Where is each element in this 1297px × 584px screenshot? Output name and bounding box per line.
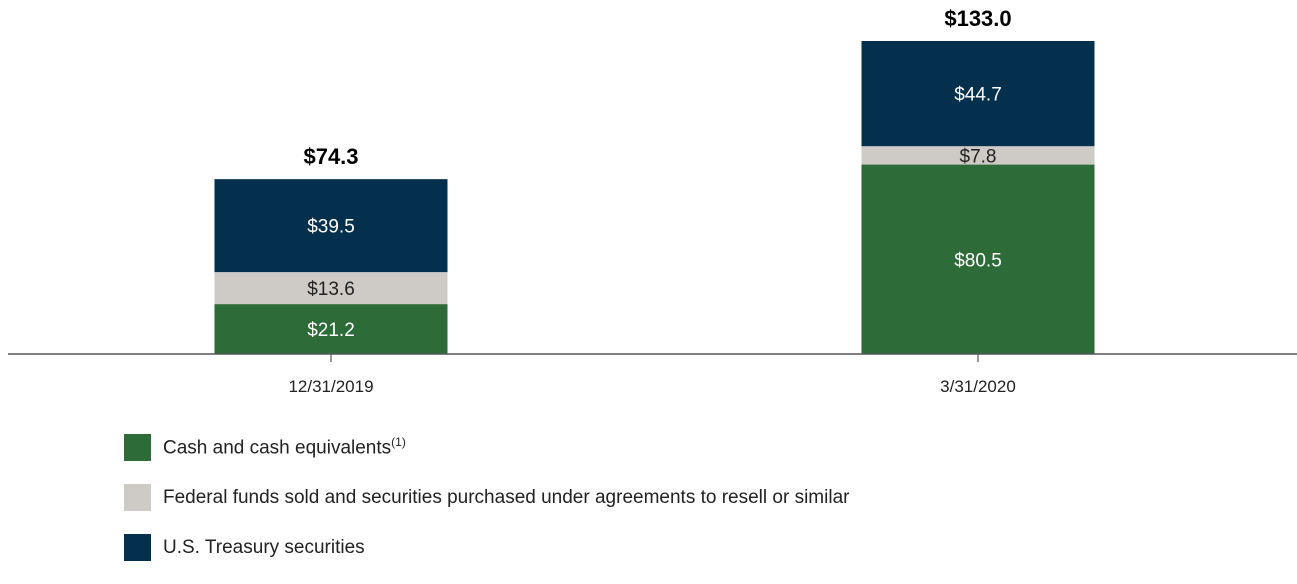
- legend-item-cash: Cash and cash equivalents(1): [124, 434, 849, 461]
- legend-item-fed-funds: Federal funds sold and securities purcha…: [124, 484, 849, 511]
- total-label-2: $133.0: [944, 6, 1011, 31]
- legend-label-fed-funds: Federal funds sold and securities purcha…: [163, 486, 850, 508]
- data-label-fed-funds-1: $13.6: [307, 279, 355, 300]
- legend-label-treasury: U.S. Treasury securities: [163, 536, 365, 558]
- bar-segment-cash-2: [861, 164, 1095, 354]
- x-tick-label-2: 3/31/2020: [940, 377, 1016, 396]
- bar-segment-fed-funds-1: [214, 272, 448, 305]
- data-label-cash-1: $21.2: [307, 320, 355, 341]
- legend-swatch-cash: [124, 434, 151, 461]
- bar-segment-treasury-2: [861, 41, 1095, 147]
- total-label-1: $74.3: [303, 144, 358, 169]
- data-label-treasury-2: $44.7: [954, 85, 1002, 106]
- legend-swatch-treasury: [124, 534, 151, 561]
- data-label-cash-2: $80.5: [954, 250, 1002, 271]
- bar-segment-treasury-1: [214, 179, 448, 273]
- data-label-treasury-1: $39.5: [307, 217, 355, 238]
- legend-label-cash: Cash and cash equivalents(1): [163, 435, 406, 459]
- legend-footnote-marker: (1): [391, 435, 406, 450]
- legend-swatch-fed-funds: [124, 484, 151, 511]
- legend-item-treasury: U.S. Treasury securities: [124, 534, 849, 561]
- legend: Cash and cash equivalents(1) Federal fun…: [124, 434, 849, 584]
- x-tick-label-1: 12/31/2019: [288, 377, 373, 396]
- bar-segment-cash-1: [214, 304, 448, 354]
- bar-segment-fed-funds-2: [861, 146, 1095, 165]
- stacked-bar-chart: $21.2 $13.6 $39.5 $74.3 12/31/2019 $80.5 $7.8 $…: [8, 6, 1297, 396]
- data-label-fed-funds-2: $7.8: [960, 146, 997, 167]
